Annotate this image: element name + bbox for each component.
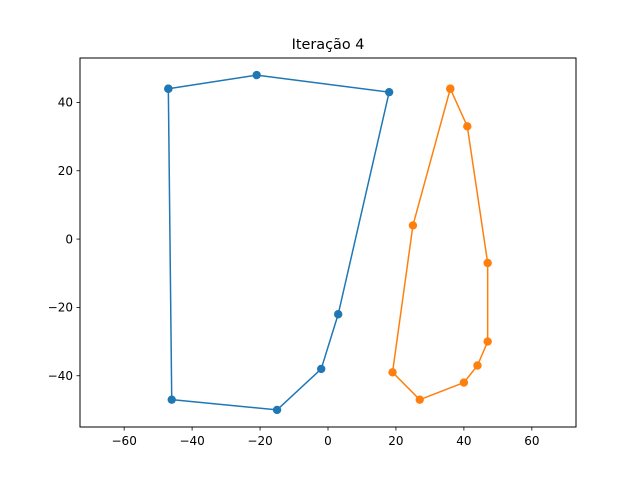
x-tick-label: 0 <box>324 434 332 448</box>
series-1-point-6 <box>272 405 282 415</box>
series-2-point-2 <box>463 122 472 131</box>
y-tick-label: 40 <box>58 96 73 110</box>
y-tick-label: 0 <box>65 232 73 246</box>
x-axis-ticks: −60 −40 −20 0 20 40 60 <box>112 427 539 448</box>
x-tick-label: 20 <box>388 434 403 448</box>
series-2-point-3 <box>483 258 492 268</box>
x-tick-label: −40 <box>179 434 204 448</box>
y-axis-ticks: −40 −20 0 20 40 <box>48 96 80 383</box>
series-1-point-8 <box>164 84 173 93</box>
series-1-line <box>167 74 390 411</box>
series-1-point-2 <box>252 70 261 80</box>
x-tick-label: 40 <box>456 434 471 448</box>
plot-frame <box>79 57 577 428</box>
y-tick-label: −40 <box>48 369 73 383</box>
series-1-point-5 <box>317 364 326 374</box>
plot-layer <box>164 70 492 415</box>
series-2-point-5 <box>473 361 482 370</box>
series-2-point-7 <box>415 395 424 404</box>
x-tick-label: −60 <box>112 434 137 448</box>
chart-title: Iteração 4 <box>292 37 365 53</box>
series-2-point-4 <box>483 337 492 346</box>
series-1-point-4 <box>333 310 343 319</box>
series-1-point-7 <box>167 395 176 404</box>
x-tick-label: −20 <box>247 434 272 448</box>
y-tick-label: −20 <box>48 301 73 315</box>
series-2-point-9 <box>408 221 418 230</box>
series-2-point-8 <box>388 368 397 377</box>
series-2-point-6 <box>459 378 469 387</box>
series-1-point-3 <box>384 87 394 97</box>
y-tick-label: 20 <box>58 164 73 178</box>
x-tick-label: 60 <box>524 434 539 448</box>
series-2-point-10 <box>446 84 455 93</box>
series-2-line <box>391 88 489 401</box>
